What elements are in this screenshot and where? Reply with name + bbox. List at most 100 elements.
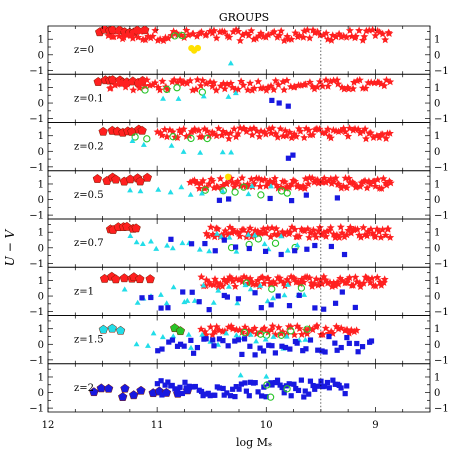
star-point: [164, 34, 173, 42]
square-point: [183, 385, 189, 391]
square-point: [324, 379, 331, 386]
y-tick-label: 0: [38, 99, 44, 110]
y-tick-label-right: 0: [434, 195, 440, 206]
star-point: [225, 272, 234, 281]
square-point: [260, 348, 267, 354]
y-axis-label: U − V: [3, 228, 17, 266]
triangle-point: [153, 245, 160, 251]
square-point: [344, 334, 350, 341]
y-tick-label-right: 0: [434, 340, 440, 351]
x-tick-label: 11: [151, 420, 164, 431]
circle-point: [143, 135, 151, 143]
square-point: [232, 394, 238, 400]
star-point: [249, 35, 258, 43]
star-point: [329, 76, 338, 84]
square-point: [246, 245, 252, 252]
pentagon-point: [142, 172, 152, 182]
star-point: [219, 181, 227, 189]
square-point: [289, 198, 295, 204]
star-point: [345, 26, 354, 34]
square-point: [158, 378, 164, 384]
square-point: [312, 242, 318, 249]
star-point: [280, 36, 289, 45]
square-point: [359, 344, 366, 350]
star-point: [299, 33, 308, 41]
y-tick-label-right: −1: [434, 66, 449, 77]
triangle-point: [233, 332, 240, 338]
star-point: [160, 125, 169, 133]
circle-point: [169, 133, 177, 141]
square-point: [148, 294, 154, 301]
star-point: [168, 127, 177, 136]
star-point: [186, 178, 195, 186]
triangle-point: [219, 149, 226, 155]
star-point: [197, 272, 206, 281]
square-point: [300, 348, 306, 354]
star-point: [193, 75, 202, 84]
star-point: [376, 233, 385, 241]
panel: −1 −1 0 0 1 1 z=0.5: [29, 170, 449, 222]
square-point: [354, 340, 360, 347]
square-point: [315, 347, 321, 353]
y-tick-label-right: −1: [434, 404, 449, 415]
star-point: [318, 330, 327, 338]
triangle-point: [228, 149, 235, 155]
square-point: [338, 344, 344, 351]
square-point: [242, 380, 248, 386]
square-point: [175, 388, 181, 394]
y-tick-label-right: 1: [434, 35, 440, 46]
star-point: [176, 128, 185, 136]
star-point: [244, 31, 253, 39]
star-point: [202, 30, 211, 38]
triangle-point: [214, 230, 220, 236]
star-point: [318, 279, 327, 288]
star-point: [312, 274, 321, 283]
square-point: [310, 382, 316, 389]
star-point: [109, 32, 118, 41]
star-point: [290, 225, 299, 233]
square-point: [190, 350, 197, 356]
circle-point: [163, 85, 171, 94]
star-point: [201, 281, 210, 290]
star-point: [173, 78, 182, 87]
star-point: [227, 228, 236, 237]
square-point: [307, 378, 314, 384]
star-point: [359, 223, 368, 232]
square-point: [287, 346, 293, 352]
star-point: [256, 182, 265, 190]
square-point: [230, 386, 236, 392]
star-point: [238, 30, 247, 39]
triangle-point: [245, 191, 252, 197]
square-point: [179, 390, 185, 397]
star-point: [356, 282, 365, 291]
square-point: [235, 337, 242, 343]
star-point: [300, 184, 309, 192]
star-point: [237, 77, 246, 85]
star-point: [238, 328, 247, 336]
square-point: [159, 346, 165, 352]
star-point: [361, 84, 370, 92]
triangle-point: [302, 336, 309, 342]
star-point: [212, 86, 221, 94]
square-point: [321, 306, 327, 312]
circle-point: [203, 134, 211, 143]
square-point: [259, 393, 265, 399]
triangle-point: [270, 333, 277, 339]
square-point: [258, 305, 264, 311]
square-point: [212, 248, 218, 254]
star-point: [308, 130, 317, 139]
star-point: [351, 273, 360, 281]
star-point: [126, 77, 135, 86]
star-point: [274, 184, 283, 192]
y-tick-label: 1: [38, 228, 44, 239]
star-point: [277, 26, 286, 35]
star-point: [151, 26, 160, 34]
star-point: [144, 32, 153, 40]
star-point: [269, 85, 278, 94]
triangle-point: [215, 341, 221, 347]
triangle-point: [145, 342, 151, 348]
y-tick-label-right: 0: [434, 292, 440, 303]
pentagon-point: [140, 26, 150, 35]
star-point: [301, 326, 310, 334]
star-point: [373, 175, 382, 184]
